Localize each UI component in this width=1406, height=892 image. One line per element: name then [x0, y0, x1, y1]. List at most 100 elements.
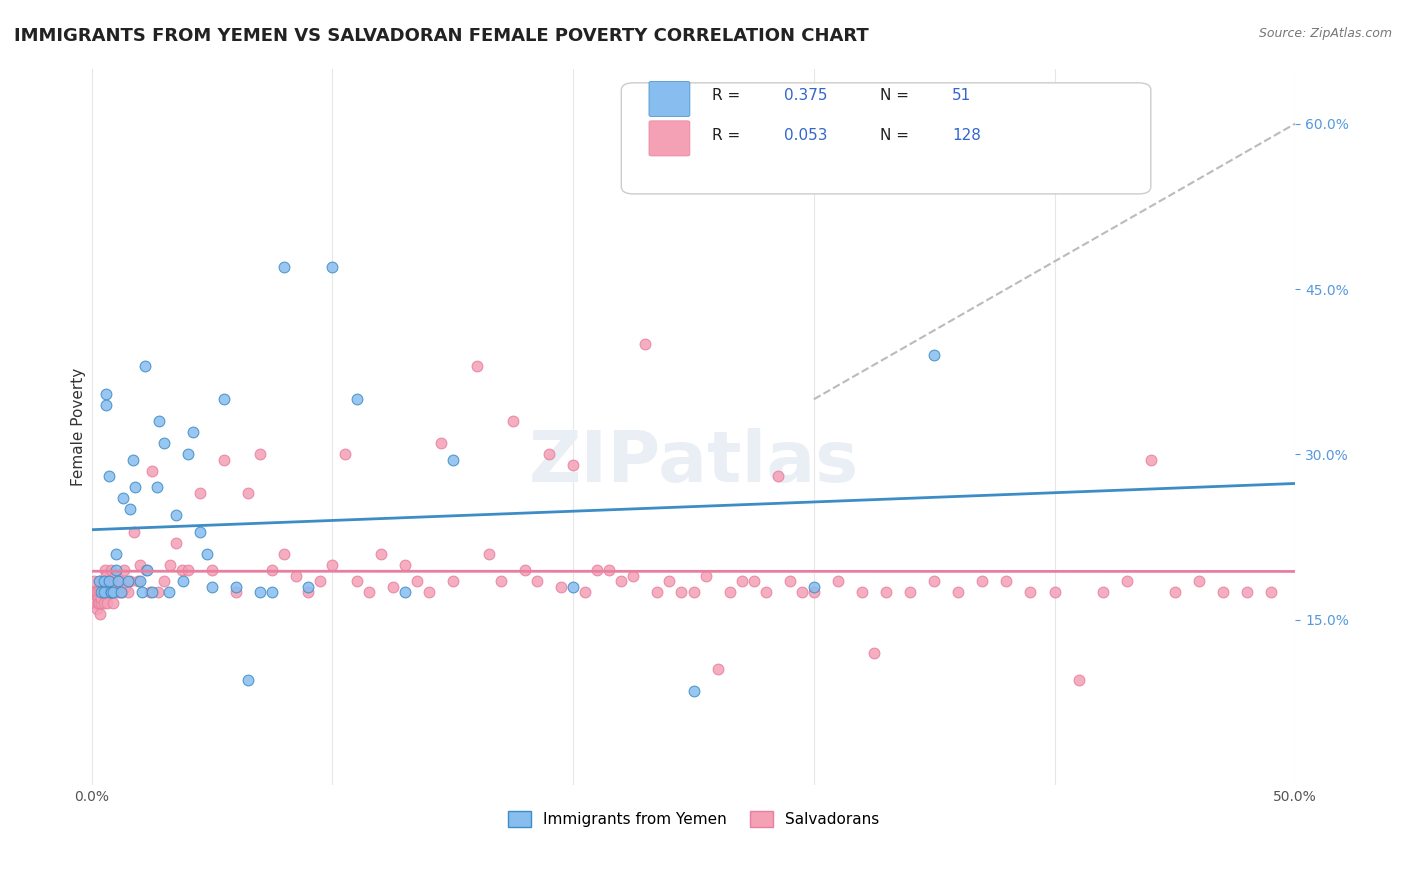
Point [84, 596, 107, 610]
FancyBboxPatch shape [621, 83, 1152, 194]
Point [803, 585, 825, 599]
Point [93, 574, 115, 589]
Point [682, 585, 704, 599]
Point [430, 436, 453, 450]
Point [441, 574, 464, 589]
Point [103, 585, 125, 599]
Point [153, 436, 176, 450]
Point [120, 502, 142, 516]
Point [647, 585, 669, 599]
Text: Source: ZipAtlas.com: Source: ZipAtlas.com [1258, 27, 1392, 40]
Point [97, 469, 120, 483]
Point [94, 580, 117, 594]
Point [90, 596, 112, 610]
Point [779, 574, 801, 589]
Text: 128: 128 [952, 128, 981, 143]
Point [212, 392, 235, 407]
Point [238, 486, 260, 500]
Point [394, 585, 416, 599]
Text: 0.375: 0.375 [783, 87, 827, 103]
Point [346, 574, 368, 589]
Point [851, 585, 873, 599]
Point [104, 568, 127, 582]
Point [87, 591, 110, 605]
Point [574, 585, 596, 599]
Point [405, 574, 427, 589]
Point [107, 574, 129, 589]
Point [621, 568, 644, 582]
Point [135, 563, 157, 577]
Point [995, 574, 1018, 589]
Point [86, 601, 108, 615]
Point [89, 607, 111, 622]
Point [1260, 585, 1282, 599]
Point [863, 646, 886, 660]
Point [695, 568, 717, 582]
Point [112, 563, 135, 577]
Point [96, 580, 118, 594]
Point [101, 574, 124, 589]
Point [875, 585, 897, 599]
Point [562, 458, 585, 473]
Point [103, 585, 125, 599]
Text: 0.053: 0.053 [783, 128, 827, 143]
Point [89, 574, 111, 589]
Point [100, 585, 122, 599]
Point [502, 414, 524, 428]
Point [98, 585, 121, 599]
Point [96, 386, 118, 401]
Point [101, 585, 124, 599]
Point [112, 491, 135, 506]
Point [273, 547, 295, 561]
Point [1236, 585, 1258, 599]
Point [1043, 585, 1066, 599]
Point [478, 547, 501, 561]
Point [136, 563, 159, 577]
Point [418, 585, 440, 599]
Point [225, 580, 247, 594]
Point [96, 398, 118, 412]
Point [127, 574, 149, 589]
Point [87, 574, 110, 589]
Point [117, 585, 139, 599]
Point [333, 447, 356, 461]
Point [755, 585, 778, 599]
Point [671, 585, 693, 599]
Point [249, 585, 271, 599]
Point [100, 585, 122, 599]
Point [159, 558, 181, 572]
Point [93, 596, 115, 610]
Point [381, 580, 404, 594]
Point [83, 574, 105, 589]
Point [129, 574, 152, 589]
Point [87, 596, 110, 610]
Point [111, 585, 134, 599]
Point [195, 547, 218, 561]
Point [172, 574, 194, 589]
Point [153, 574, 176, 589]
Point [157, 585, 180, 599]
Text: R =: R = [711, 87, 745, 103]
Point [706, 662, 728, 676]
Point [124, 480, 146, 494]
Point [110, 574, 132, 589]
Point [188, 486, 211, 500]
Point [141, 585, 163, 599]
Point [91, 580, 114, 594]
Point [948, 585, 970, 599]
Point [262, 563, 284, 577]
Point [212, 453, 235, 467]
Point [121, 453, 143, 467]
Point [790, 585, 813, 599]
Point [742, 574, 765, 589]
Point [87, 596, 110, 610]
Point [138, 585, 160, 599]
Point [114, 580, 136, 594]
Point [122, 524, 145, 539]
Point [90, 585, 112, 599]
Point [104, 547, 127, 561]
Point [84, 585, 107, 599]
Point [90, 591, 112, 605]
Point [170, 563, 193, 577]
Point [103, 596, 125, 610]
